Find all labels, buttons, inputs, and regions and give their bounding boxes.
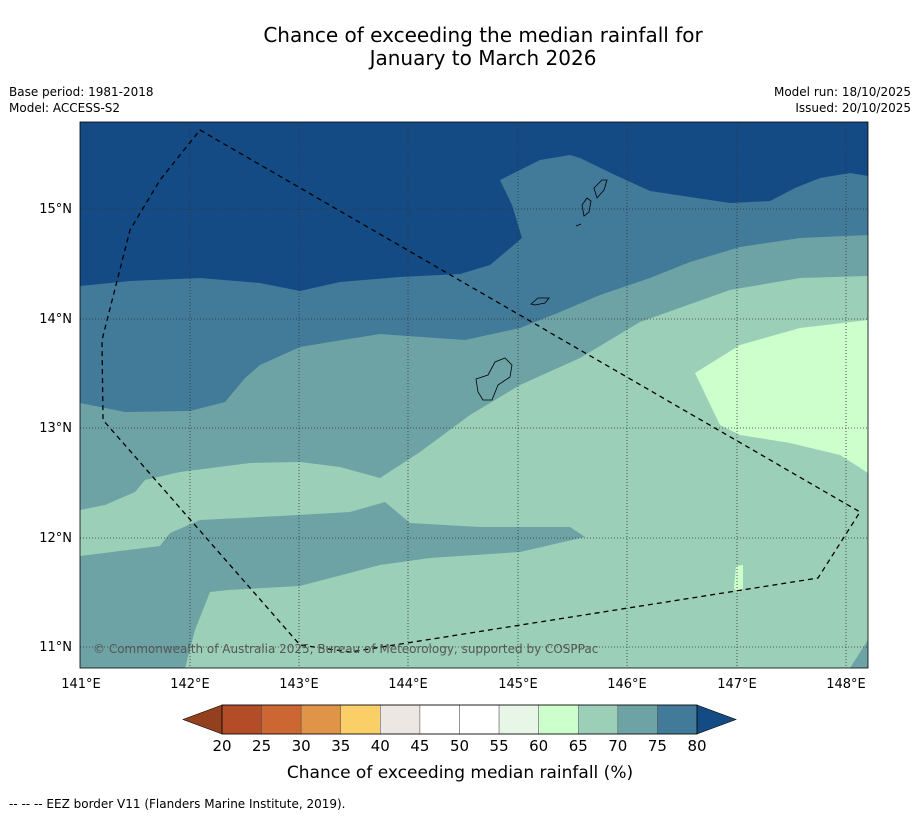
lat-label: 12°N — [39, 531, 72, 546]
colorbar-label: Chance of exceeding median rainfall (%) — [287, 763, 633, 783]
colorbar-ticks: 20 25 30 35 40 45 50 55 60 65 70 75 80 — [212, 737, 706, 755]
island-tinian — [581, 197, 592, 217]
colorbar-cell — [498, 704, 539, 735]
colorbar-cell — [459, 704, 500, 735]
probability-fill — [80, 122, 868, 668]
title-line-2: January to March 2026 — [369, 46, 597, 70]
colorbar-tick: 35 — [331, 737, 350, 755]
colorbar-tick: 20 — [212, 737, 231, 755]
colorbar-tick: 70 — [608, 737, 627, 755]
colorbar-cell — [221, 704, 262, 735]
base-period: Base period: 1981-2018 — [9, 85, 154, 99]
model-run: Model run: 18/10/2025 — [773, 85, 911, 99]
issued-date: Issued: 20/10/2025 — [795, 101, 911, 115]
colorbar-cell — [657, 704, 698, 735]
eez-footnote: -- -- -- EEZ border V11 (Flanders Marine… — [9, 797, 346, 811]
lon-label: 141°E — [61, 677, 101, 692]
copyright-text: © Commonwealth of Australia 2025, Bureau… — [93, 642, 598, 656]
colorbar-tick: 50 — [450, 737, 469, 755]
band-above-80 — [80, 122, 868, 291]
map-frame — [79, 121, 869, 669]
island-saipan — [593, 179, 608, 199]
lat-label: 14°N — [39, 312, 72, 327]
lon-label: 143°E — [279, 677, 319, 692]
lat-axis: 15°N 14°N 13°N 12°N 11°N — [39, 202, 72, 655]
colorbar-tick: 80 — [687, 737, 706, 755]
colorbar-under-arrow — [182, 704, 223, 735]
lat-label: 11°N — [39, 640, 72, 655]
colorbar-cell — [538, 704, 579, 735]
island-guam — [475, 357, 513, 401]
lon-label: 144°E — [388, 677, 428, 692]
colorbar-tick: 75 — [648, 737, 667, 755]
colorbar-cell — [340, 704, 381, 735]
colorbar-cell — [261, 704, 302, 735]
colorbar-cell — [419, 704, 460, 735]
colorbar-tick: 40 — [371, 737, 390, 755]
islands — [475, 179, 608, 401]
colorbar-tick: 55 — [490, 737, 509, 755]
eez-border — [101, 129, 861, 653]
island-aguijan — [575, 223, 582, 227]
colorbar-cell — [617, 704, 658, 735]
lon-label: 148°E — [826, 677, 866, 692]
band-60-65-spot — [734, 565, 743, 593]
colorbar-tick: 45 — [410, 737, 429, 755]
colorbar-cell — [300, 704, 341, 735]
colorbar: 20 25 30 35 40 45 50 55 60 65 70 75 80 C… — [182, 704, 737, 783]
band-60-65 — [695, 320, 868, 473]
lat-label: 15°N — [39, 202, 72, 217]
gridlines — [80, 122, 868, 668]
band-65-70 — [80, 276, 868, 668]
lon-label: 146°E — [607, 677, 647, 692]
lon-axis: 141°E 142°E 143°E 144°E 145°E 146°E 147°… — [61, 677, 866, 692]
colorbar-cell — [578, 704, 619, 735]
lat-label: 13°N — [39, 421, 72, 436]
colorbar-tick: 65 — [569, 737, 588, 755]
title-line-1: Chance of exceeding the median rainfall … — [263, 23, 703, 47]
colorbar-tick: 30 — [292, 737, 311, 755]
model-name: Model: ACCESS-S2 — [9, 101, 121, 115]
colorbar-cell — [380, 704, 421, 735]
colorbar-over-arrow — [696, 704, 737, 735]
colorbar-tick: 60 — [529, 737, 548, 755]
lon-label: 147°E — [717, 677, 757, 692]
lon-label: 142°E — [170, 677, 210, 692]
lon-label: 145°E — [498, 677, 538, 692]
colorbar-tick: 25 — [252, 737, 271, 755]
island-rota — [530, 297, 550, 306]
colorbar-frame — [221, 704, 698, 735]
